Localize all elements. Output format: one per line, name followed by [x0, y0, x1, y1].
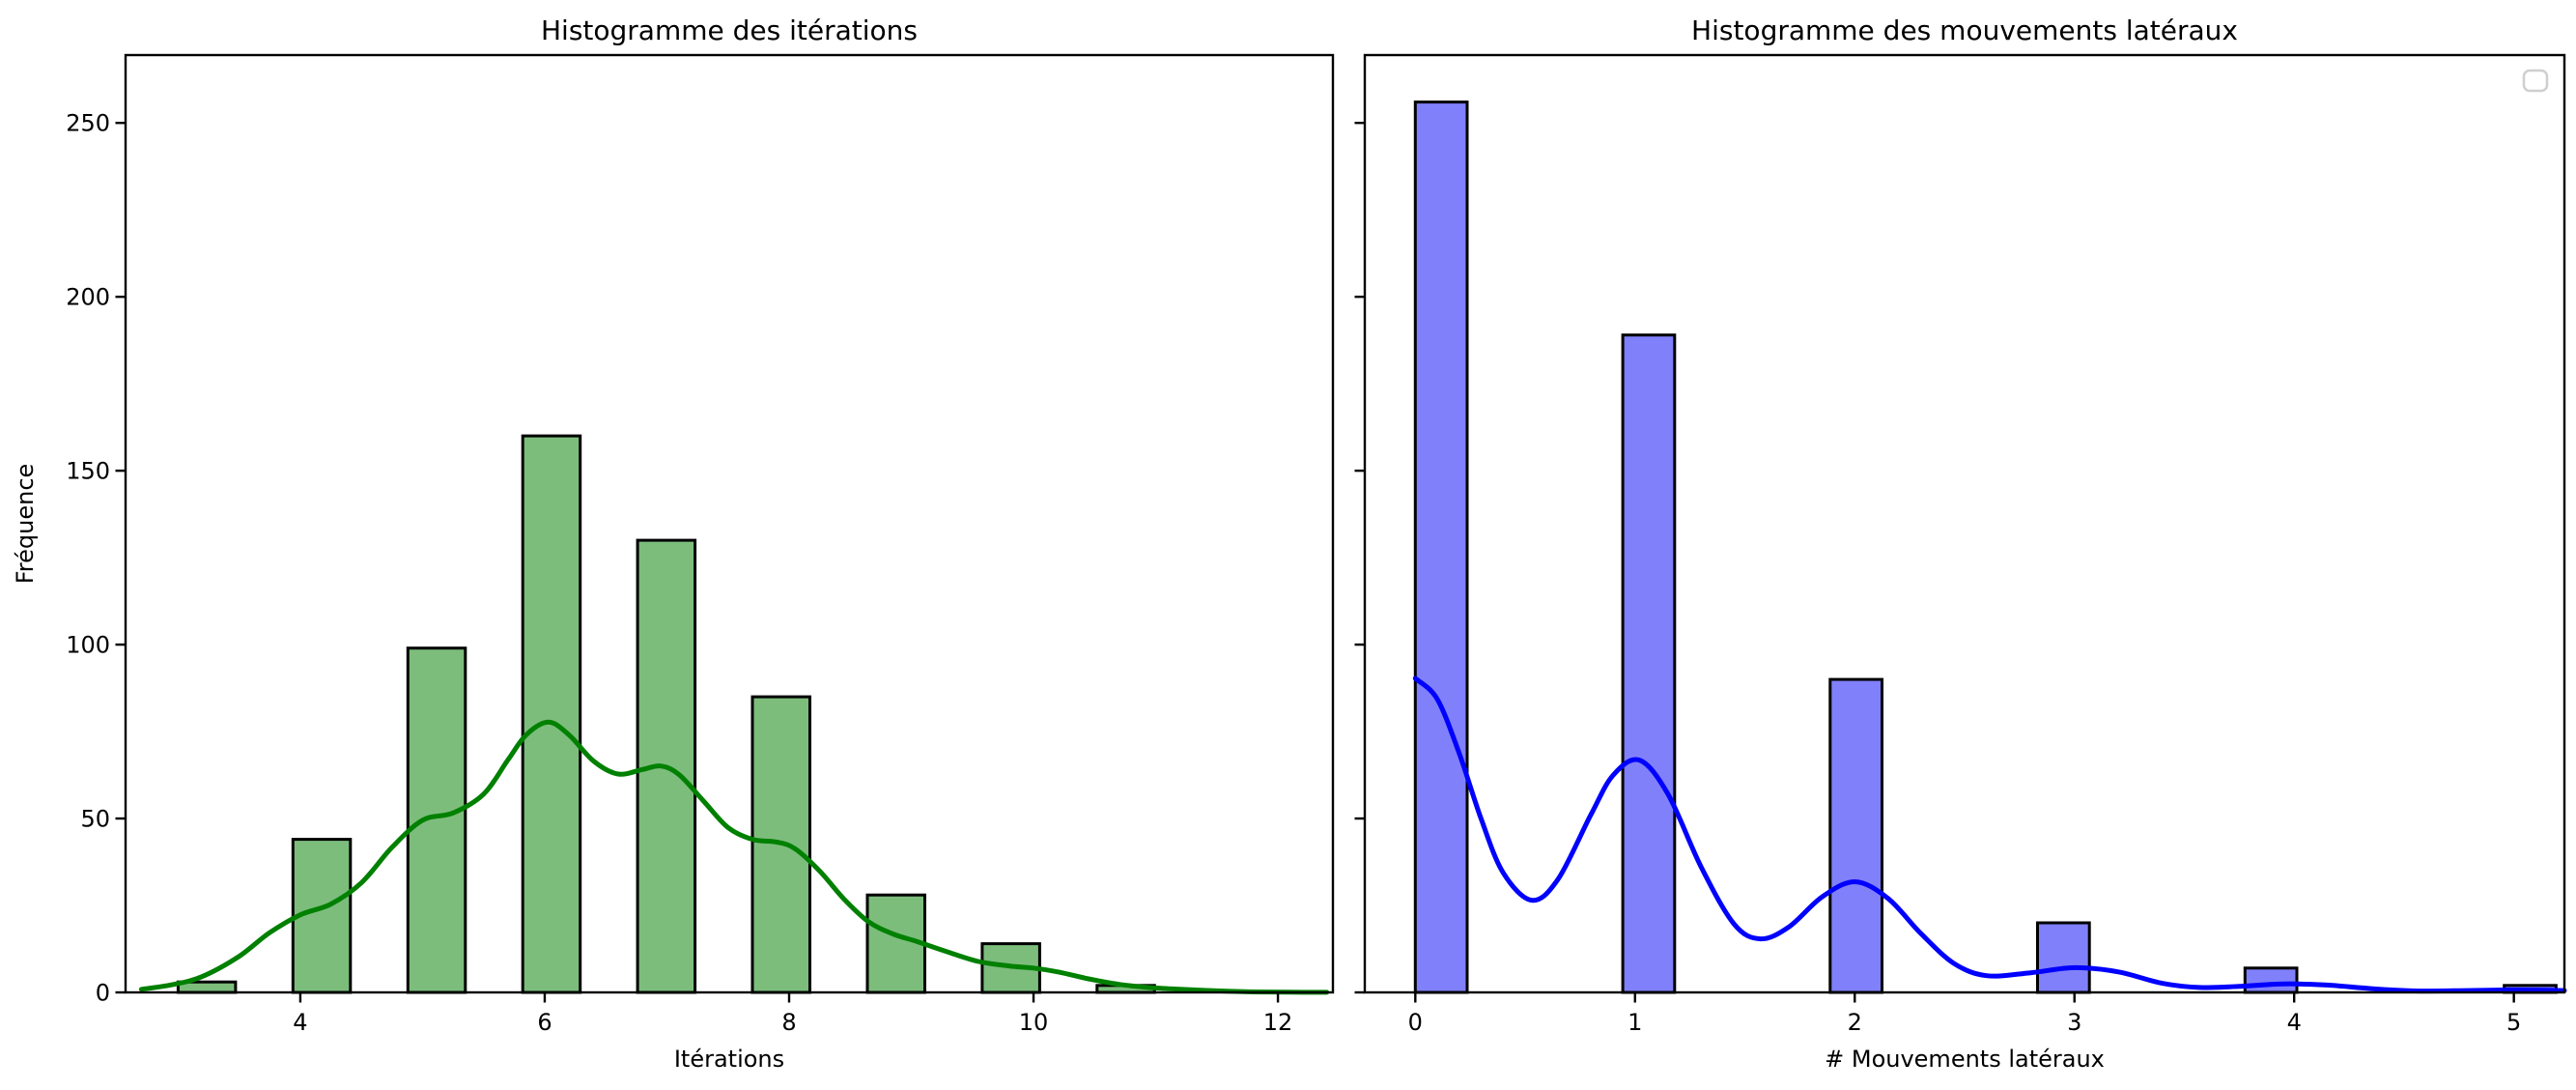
y-tick-label: 0: [96, 980, 110, 1007]
left-chart-title: Histogramme des itérations: [541, 14, 918, 46]
right-xaxis-label: # Mouvements latéraux: [1825, 1046, 2105, 1073]
right-histogram-plot: 0 1 2 3 4 5 Histogramme des mouvements latéra…: [1354, 14, 2567, 1073]
right-chart-title: Histogramme des mouvements latéraux: [1691, 14, 2238, 46]
x-tick-label: 3: [2067, 1009, 2081, 1036]
left-histogram-bars: [176, 434, 1156, 994]
y-tick-label: 250: [66, 110, 110, 137]
left-yaxis-label: Fréquence: [12, 464, 39, 585]
histogram-bar: [2243, 966, 2299, 994]
x-tick-label: 6: [537, 1009, 552, 1036]
histogram-bar: [865, 893, 926, 994]
right-plot-axes: 0 1 2 3 4 5: [1354, 53, 2566, 1036]
y-tick-label: 200: [66, 284, 110, 311]
x-tick-label: 5: [2506, 1009, 2521, 1036]
left-kde-line: [138, 719, 1330, 995]
left-plot-axes: 4 6 8 10 12 0 50 100 150 200 250: [66, 53, 1335, 1036]
histogram-bar: [2036, 921, 2091, 994]
histogram-bar: [521, 434, 582, 994]
y-tick-label: 50: [80, 806, 110, 833]
x-tick-label: 8: [781, 1009, 796, 1036]
histogram-bar: [1828, 677, 1884, 994]
histogram-bar: [1413, 100, 1469, 994]
right-kde-line: [1412, 675, 2567, 994]
x-tick-label: 12: [1263, 1009, 1293, 1036]
x-tick-label: 4: [2287, 1009, 2302, 1036]
legend-box: [2522, 69, 2549, 93]
x-tick-label: 4: [293, 1009, 307, 1036]
axes-spines: [124, 53, 1335, 994]
left-histogram-plot: 4 6 8 10 12 0 50 100 150 200 250 Histogramme des i…: [12, 14, 1335, 1073]
axes-spines: [1363, 53, 2566, 994]
y-tick-label: 150: [66, 458, 110, 485]
x-tick-label: 2: [1848, 1009, 1862, 1036]
x-tick-label: 10: [1019, 1009, 1049, 1036]
histogram-bar: [406, 646, 467, 994]
x-tick-label: 1: [1628, 1009, 1642, 1036]
x-tick-label: 0: [1408, 1009, 1423, 1036]
histogram-bar: [1621, 333, 1677, 994]
y-tick-label: 100: [66, 632, 110, 659]
right-histogram-bars: [1413, 100, 2558, 994]
left-xaxis-label: Itérations: [674, 1046, 784, 1073]
